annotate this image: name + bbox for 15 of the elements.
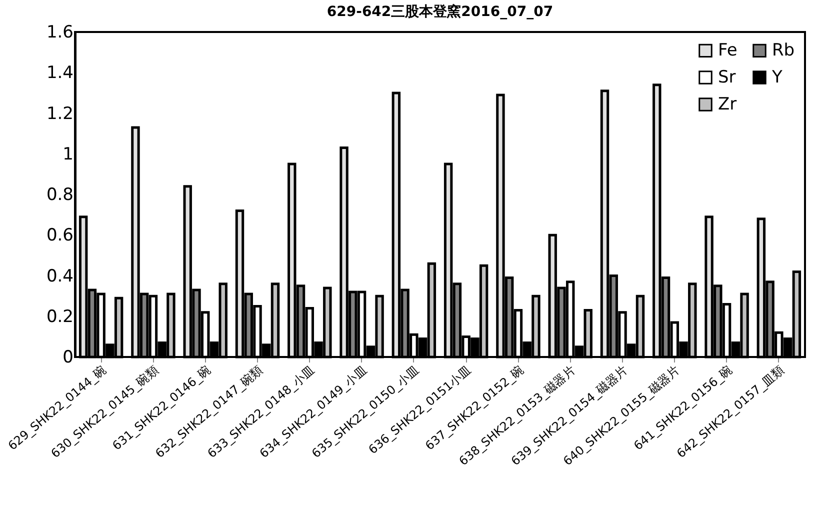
y-tick-label: 0.6: [46, 226, 74, 246]
y-tick-label: 0.4: [46, 266, 74, 286]
y-tick-label: 0.8: [46, 185, 74, 205]
legend-label: Y: [771, 68, 783, 88]
chart-title: 629-642三股本登窯2016_07_07: [326, 3, 554, 20]
y-tick-label: 1.6: [46, 22, 74, 42]
y-tick-label: 0.2: [46, 306, 74, 327]
legend-label: Zr: [718, 94, 737, 114]
y-tick-label: 1.4: [46, 63, 74, 84]
y-tick-label: 0: [62, 348, 74, 368]
legend-label: Sr: [718, 68, 736, 88]
y-tick-label: 1: [62, 144, 74, 164]
legend-label: Rb: [772, 40, 795, 61]
legend-label: Fe: [718, 40, 738, 61]
y-tick-label: 1.2: [46, 104, 74, 124]
